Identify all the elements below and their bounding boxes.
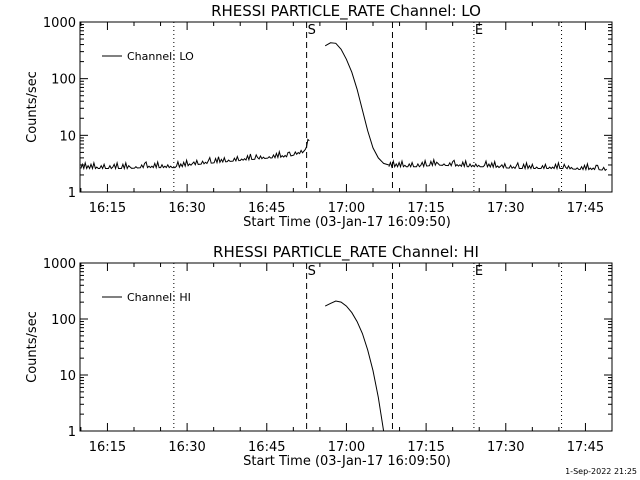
panel-lo: RHESSI PARTICLE_RATE Channel: LO 16:15 16:… xyxy=(25,2,613,230)
x-tick-label: 17:00 xyxy=(328,440,365,455)
x-tick-label: 17:30 xyxy=(487,201,524,216)
x-tick-label: 17:15 xyxy=(407,201,444,216)
x-tick-label: 16:45 xyxy=(248,201,285,216)
y-axis-label: Counts/sec xyxy=(25,311,40,383)
panel-hi: RHESSI PARTICLE_RATE Channel: HI 16:15 16:… xyxy=(25,243,613,469)
x-tick-label: 16:30 xyxy=(168,440,205,455)
x-tick-label: 16:45 xyxy=(248,440,285,455)
x-axis-label: Start Time (03-Jan-17 16:09:50) xyxy=(243,215,451,230)
y-tick-label: 1000 xyxy=(43,257,76,272)
x-tick-label: 17:45 xyxy=(567,440,604,455)
series-line xyxy=(388,157,608,172)
x-tick-label: 17:00 xyxy=(328,201,365,216)
legend-entry: Channel: LO xyxy=(127,50,194,63)
series-line xyxy=(324,300,385,432)
y-tick-label: 1000 xyxy=(43,16,76,31)
x-axis-label: Start Time (03-Jan-17 16:09:50) xyxy=(243,454,451,469)
marker-label: E xyxy=(475,23,483,38)
x-tick-label: 16:15 xyxy=(89,201,126,216)
y-axis-label: Counts/sec xyxy=(25,71,40,143)
x-tick-label: 17:45 xyxy=(567,201,604,216)
x-tick-label: 16:30 xyxy=(168,201,205,216)
x-tick-label: 16:15 xyxy=(89,440,126,455)
series-line xyxy=(80,138,310,171)
plot-frame xyxy=(79,262,613,432)
chart-title: RHESSI PARTICLE_RATE Channel: LO xyxy=(211,2,481,21)
chart-title: RHESSI PARTICLE_RATE Channel: HI xyxy=(213,243,479,262)
y-tick-label: 1 xyxy=(68,425,76,440)
plot-frame xyxy=(79,21,613,193)
marker-label: S xyxy=(308,23,316,38)
y-tick-label: 10 xyxy=(59,369,76,384)
marker-label: E xyxy=(475,264,483,279)
x-tick-label: 17:15 xyxy=(407,440,444,455)
legend-entry: Channel: HI xyxy=(127,291,191,304)
series-line xyxy=(324,42,390,166)
x-tick-label: 17:30 xyxy=(487,440,524,455)
y-tick-label: 10 xyxy=(59,129,76,144)
y-tick-label: 1 xyxy=(68,186,76,201)
y-tick-label: 100 xyxy=(51,73,76,88)
y-tick-label: 100 xyxy=(51,313,76,328)
timestamp-stamp: 1-Sep-2022 21:25 xyxy=(565,467,637,476)
marker-label: S xyxy=(308,264,316,279)
